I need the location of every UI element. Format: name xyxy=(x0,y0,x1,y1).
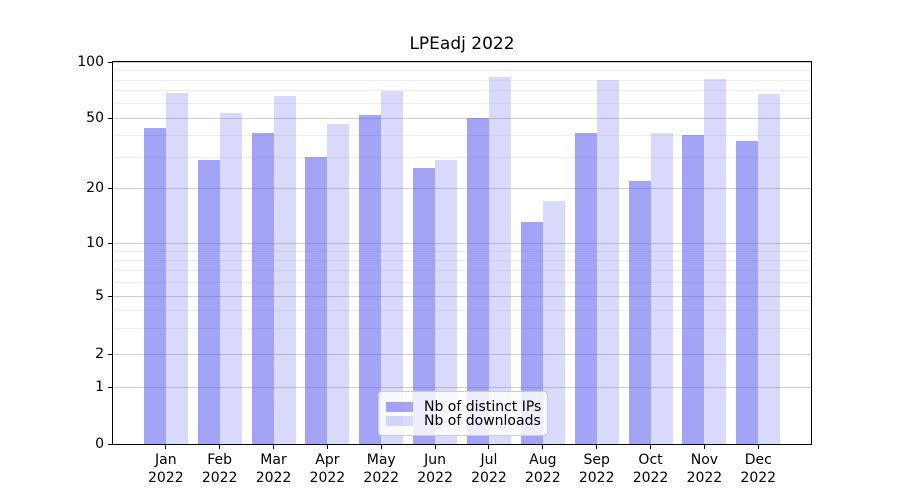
bar-jan-downloads xyxy=(165,93,188,444)
bar-oct-distinct-ips xyxy=(628,180,651,444)
legend-item-downloads: Nb of downloads xyxy=(386,413,541,429)
y-axis-tick xyxy=(108,117,112,119)
x-axis-tick xyxy=(219,445,221,449)
x-axis-tick-label: Feb 2022 xyxy=(201,452,238,486)
bar-mar-distinct-ips xyxy=(251,133,274,444)
bar-dec-downloads xyxy=(758,94,781,444)
y-axis-tick xyxy=(108,386,112,388)
major-gridline xyxy=(113,386,811,388)
legend-label-downloads: Nb of downloads xyxy=(424,413,541,429)
x-axis-tick-label: Jan 2022 xyxy=(147,452,184,486)
x-axis-tick xyxy=(434,445,436,449)
x-axis-tick xyxy=(650,445,652,449)
plot-area: Nb of distinct IPs Nb of downloads 0 1 2 5 1… xyxy=(77,54,812,486)
major-gridline xyxy=(113,295,811,297)
bar-apr-distinct-ips xyxy=(305,157,328,444)
minor-gridline xyxy=(113,134,811,136)
bar-jan-distinct-ips xyxy=(143,127,166,444)
x-axis-tick xyxy=(703,445,705,449)
x-axis-tick xyxy=(757,445,759,449)
bar-jul-distinct-ips xyxy=(466,118,489,444)
y-axis-tick xyxy=(108,242,112,244)
minor-gridline xyxy=(113,70,811,72)
bar-jul-downloads xyxy=(488,77,511,444)
major-gridline xyxy=(113,187,811,189)
x-axis-tick xyxy=(488,445,490,449)
bar-nov-downloads xyxy=(704,79,727,444)
y-axis-tick xyxy=(108,443,112,445)
minor-gridline xyxy=(113,90,811,92)
y-axis-tick-label: 10 xyxy=(86,235,104,251)
minor-gridline xyxy=(113,281,811,283)
chart-title: LPEadj 2022 xyxy=(409,34,515,54)
y-axis-tick xyxy=(108,187,112,189)
bar-feb-distinct-ips xyxy=(197,159,220,444)
major-gridline xyxy=(113,242,811,244)
x-axis-tick-label: Jul 2022 xyxy=(471,452,507,486)
x-axis-tick xyxy=(380,445,382,449)
y-axis-tick-label: 0 xyxy=(95,436,104,452)
x-axis-tick xyxy=(596,445,598,449)
legend-swatch-distinct-ips xyxy=(386,402,413,412)
y-axis-tick-label: 50 xyxy=(86,110,104,126)
y-axis-tick xyxy=(108,61,112,63)
bar-sep-downloads xyxy=(596,80,619,444)
major-gridline xyxy=(113,353,811,355)
major-gridline xyxy=(113,61,811,63)
bar-jun-downloads xyxy=(435,159,458,444)
x-axis-tick xyxy=(273,445,275,449)
x-axis-tick-label: Apr 2022 xyxy=(309,452,346,486)
bar-jun-distinct-ips xyxy=(413,168,436,444)
legend-item-distinct-ips: Nb of distinct IPs xyxy=(386,399,542,415)
minor-gridline xyxy=(113,259,811,261)
bar-feb-downloads xyxy=(219,113,242,444)
y-axis-tick-label: 5 xyxy=(95,288,104,304)
major-gridline xyxy=(113,117,811,119)
legend: Nb of distinct IPs Nb of downloads xyxy=(378,391,548,436)
minor-gridline xyxy=(113,269,811,271)
y-axis-tick-label: 100 xyxy=(77,54,104,70)
x-axis-tick-label: Oct 2022 xyxy=(632,452,669,486)
legend-label-distinct-ips: Nb of distinct IPs xyxy=(424,399,542,415)
minor-gridline xyxy=(113,309,811,311)
minor-gridline xyxy=(113,327,811,329)
bar-dec-distinct-ips xyxy=(736,141,759,444)
x-axis-tick-label: Jun 2022 xyxy=(417,452,453,486)
x-axis-tick xyxy=(326,445,328,449)
x-axis-tick-label: Aug 2022 xyxy=(524,452,561,486)
bar-nov-distinct-ips xyxy=(682,135,705,444)
minor-gridline xyxy=(113,102,811,104)
bar-sep-distinct-ips xyxy=(574,133,597,444)
y-axis-tick xyxy=(108,353,112,355)
x-axis-tick-label: Mar 2022 xyxy=(255,452,292,486)
bar-may-downloads xyxy=(381,90,404,444)
x-axis-tick-label: Dec 2022 xyxy=(740,452,777,486)
bar-oct-downloads xyxy=(650,133,673,444)
y-axis-tick xyxy=(108,295,112,297)
y-axis-tick-label: 20 xyxy=(86,180,104,196)
x-axis-tick xyxy=(542,445,544,449)
legend-swatch-downloads xyxy=(386,416,413,426)
minor-gridline xyxy=(113,156,811,158)
y-axis-tick-label: 1 xyxy=(95,379,104,395)
bar-aug-downloads xyxy=(542,200,565,444)
bar-mar-downloads xyxy=(273,95,296,444)
x-axis-tick-label: May 2022 xyxy=(363,452,400,486)
bar-aug-distinct-ips xyxy=(520,222,543,444)
y-axis-tick-label: 2 xyxy=(95,346,104,362)
minor-gridline xyxy=(113,79,811,81)
bar-may-distinct-ips xyxy=(359,114,382,444)
minor-gridline xyxy=(113,250,811,252)
bar-apr-downloads xyxy=(327,124,350,444)
x-axis-tick-label: Sep 2022 xyxy=(578,452,615,486)
x-axis-tick-label: Nov 2022 xyxy=(686,452,723,486)
x-axis-tick xyxy=(165,445,167,449)
